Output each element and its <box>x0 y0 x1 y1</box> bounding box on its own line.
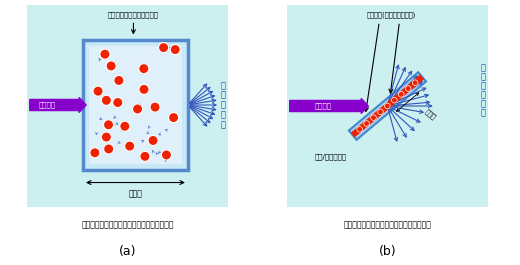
Circle shape <box>121 122 129 131</box>
Text: レーザ光: レーザ光 <box>315 103 331 109</box>
Circle shape <box>169 113 178 122</box>
Circle shape <box>162 151 171 159</box>
Circle shape <box>159 43 168 52</box>
Polygon shape <box>349 72 426 140</box>
Circle shape <box>399 92 404 97</box>
Text: 光路長: 光路長 <box>128 189 142 198</box>
Circle shape <box>139 85 148 94</box>
Text: 側方/後方散乱光: 側方/後方散乱光 <box>315 153 347 160</box>
Text: 通常の方法で高濃度サンプルを測定した場合: 通常の方法で高濃度サンプルを測定した場合 <box>81 221 174 230</box>
Circle shape <box>139 64 148 73</box>
Text: 回
折
・
散
乱
光: 回 折 ・ 散 乱 光 <box>480 63 486 117</box>
FancyArrow shape <box>30 98 86 113</box>
FancyBboxPatch shape <box>22 0 233 212</box>
Circle shape <box>104 120 113 129</box>
Circle shape <box>113 98 122 107</box>
Circle shape <box>133 104 142 113</box>
Circle shape <box>140 152 149 161</box>
Circle shape <box>151 103 160 112</box>
Polygon shape <box>351 74 424 138</box>
Circle shape <box>171 45 179 54</box>
Circle shape <box>100 50 109 59</box>
Text: ガラス板(スライドグラス): ガラス板(スライドグラス) <box>367 11 416 18</box>
Circle shape <box>371 115 376 120</box>
Circle shape <box>102 96 111 105</box>
Text: レーザ光: レーザ光 <box>38 102 55 108</box>
Circle shape <box>413 80 418 85</box>
Circle shape <box>90 148 99 157</box>
Text: 光路長: 光路長 <box>424 108 437 121</box>
Bar <box>89 46 182 164</box>
Circle shape <box>104 144 113 153</box>
Circle shape <box>378 109 383 114</box>
Text: フローセルまたは回分セル: フローセルまたは回分セル <box>108 11 159 18</box>
Circle shape <box>94 87 102 96</box>
Circle shape <box>102 132 111 142</box>
FancyBboxPatch shape <box>282 0 493 212</box>
Text: 高濃度サンプル測定システムを用いた場合: 高濃度サンプル測定システムを用いた場合 <box>344 221 431 230</box>
Text: 多
重
散
乱
光: 多 重 散 乱 光 <box>220 81 226 129</box>
Bar <box>83 39 188 170</box>
FancyArrow shape <box>290 98 368 113</box>
Circle shape <box>107 61 115 70</box>
Circle shape <box>357 127 362 132</box>
Text: (a): (a) <box>119 245 136 258</box>
Circle shape <box>364 121 369 126</box>
Circle shape <box>114 76 123 85</box>
Circle shape <box>125 142 134 151</box>
Text: (b): (b) <box>379 245 396 258</box>
Circle shape <box>385 104 390 108</box>
Circle shape <box>392 98 397 103</box>
Circle shape <box>406 86 411 91</box>
Circle shape <box>149 136 158 145</box>
